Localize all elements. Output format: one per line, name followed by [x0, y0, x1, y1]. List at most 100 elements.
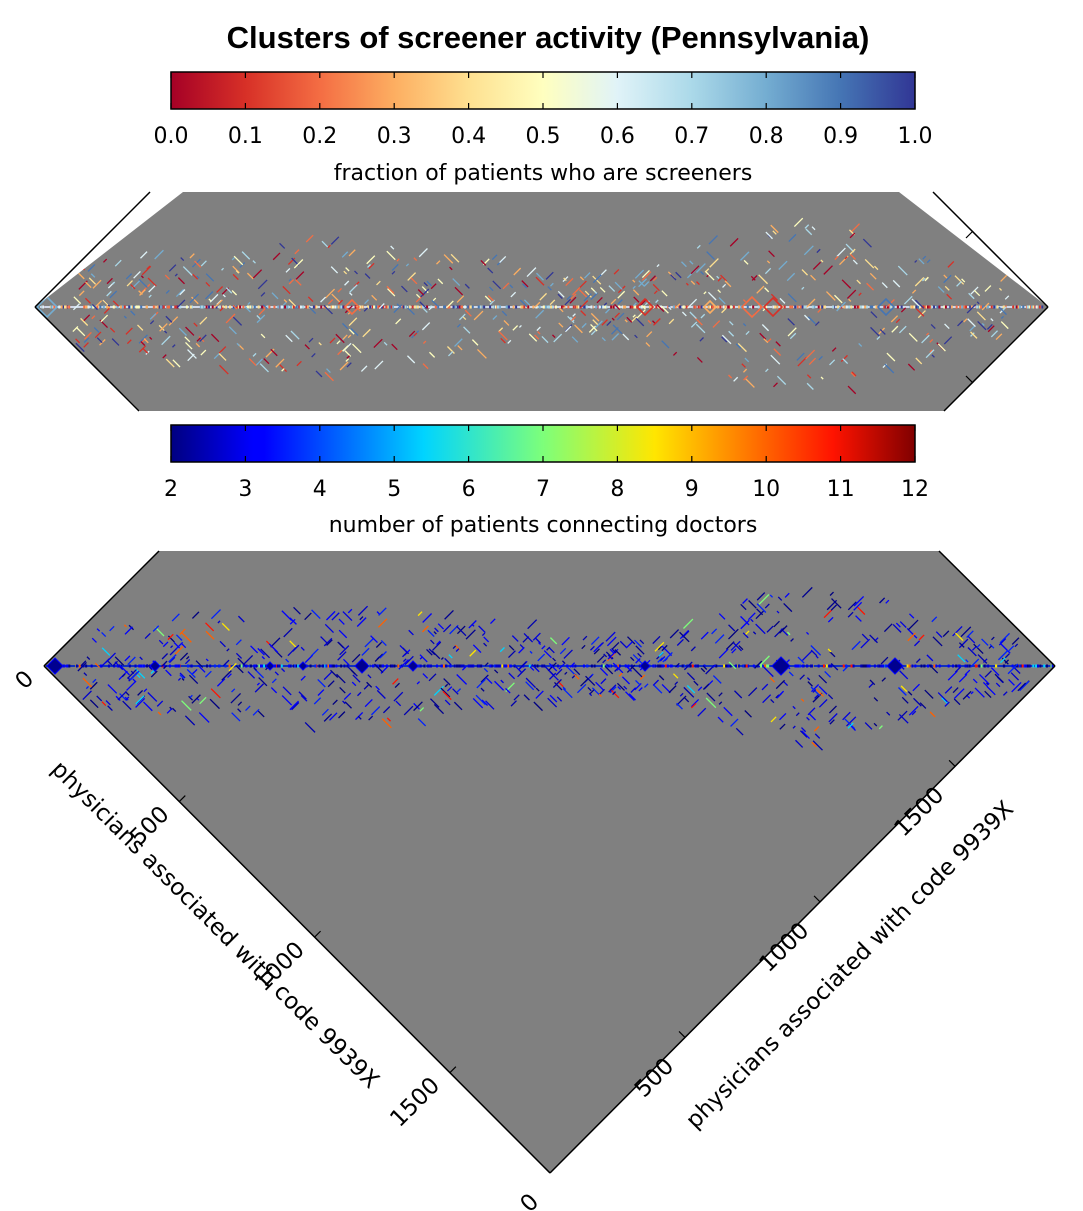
heatmap-2-cell	[288, 664, 291, 668]
heatmap-2-cell	[498, 664, 501, 668]
heatmap-1-cell	[304, 344, 310, 350]
heatmap-1-cell	[542, 305, 545, 309]
heatmap-1-cell	[668, 318, 675, 325]
heatmap-1-cell	[132, 305, 135, 309]
heatmap-1-cell	[853, 305, 856, 309]
heatmap-2-cell	[714, 634, 725, 644]
heatmap-1-cell	[990, 305, 993, 309]
left-axis-tick	[43, 659, 51, 667]
heatmap-1-cell	[282, 301, 287, 306]
heatmap-1-cell	[138, 278, 148, 289]
heatmap-2-cell	[135, 695, 145, 705]
heatmap-1-cell	[162, 305, 165, 309]
heatmap-1-cell	[611, 333, 620, 341]
heatmap-2-cell	[868, 683, 874, 688]
heatmap-1-cell	[170, 305, 173, 309]
heatmap-1-cell	[717, 277, 723, 282]
heatmap-1-cell	[632, 302, 637, 307]
heatmap-1-cell	[218, 353, 227, 361]
heatmap-1-cell	[811, 226, 816, 231]
heatmap-2-cell	[799, 674, 805, 680]
heatmap-2-cell	[966, 664, 969, 668]
heatmap-1-cell	[307, 296, 314, 303]
heatmap-1-cell	[956, 281, 962, 287]
heatmap-1-cell	[583, 305, 586, 309]
heatmap-2-cell	[621, 676, 631, 685]
heatmap-1-cell	[652, 283, 660, 292]
heatmap-2-cell	[416, 681, 421, 685]
heatmap-2-cluster	[265, 661, 275, 671]
heatmap-1-cell	[981, 322, 985, 326]
heatmap-1-cell	[834, 255, 839, 261]
heatmap-2-cell	[392, 678, 399, 685]
heatmap-2-cell	[109, 625, 115, 632]
heatmap-1-cell	[282, 285, 291, 295]
heatmap-1-cell	[551, 305, 554, 309]
heatmap-1-cell	[481, 305, 484, 309]
heatmap-1-cell	[928, 305, 931, 309]
heatmap-2-cell	[598, 693, 602, 697]
heatmap-1-cell	[672, 351, 678, 356]
heatmap-1-cell	[341, 251, 349, 258]
heatmap-2-cell	[231, 688, 236, 693]
heatmap-1-cell	[339, 361, 349, 371]
heatmap-2-cell	[926, 654, 934, 662]
heatmap-1-cell	[820, 376, 824, 380]
heatmap-1-cell	[443, 254, 454, 264]
heatmap-2-cell	[327, 664, 330, 668]
heatmap-2-cell	[582, 635, 588, 641]
heatmap-1-cell	[176, 299, 186, 308]
heatmap-1-cell	[831, 347, 837, 352]
heatmap-2-cell	[181, 643, 187, 649]
heatmap-2-cell	[431, 650, 441, 660]
heatmap-1-cell	[908, 332, 918, 342]
heatmap-2-cell	[654, 641, 665, 652]
heatmap-2-cell	[806, 631, 810, 635]
heatmap-2-cell	[732, 642, 742, 652]
heatmap-1-cell	[622, 305, 625, 309]
heatmap-2-cell	[611, 641, 620, 650]
heatmap-2-cell	[944, 686, 953, 694]
heatmap-2-cell	[342, 700, 346, 705]
heatmap-2-cell	[364, 698, 373, 708]
heatmap-2-cell	[879, 597, 886, 604]
heatmap-2-cell	[83, 672, 88, 677]
heatmap-2-cell	[89, 699, 99, 709]
heatmap-2-cell	[324, 664, 327, 668]
heatmap-2-cell	[476, 678, 486, 689]
heatmap-2-cell	[845, 664, 848, 668]
heatmap-2-cell	[864, 722, 873, 730]
heatmap-1-cell	[130, 310, 136, 316]
heatmap-1-cell	[656, 264, 660, 268]
heatmap-2-cell	[380, 639, 387, 646]
heatmap-2-cell	[600, 678, 607, 685]
heatmap-1-cell	[632, 289, 640, 296]
heatmap-2-cell	[343, 692, 352, 701]
heatmap-1-cell	[523, 299, 531, 306]
heatmap-1-cell	[342, 345, 349, 352]
heatmap-1-cell	[804, 224, 810, 229]
heatmap-2-cell	[456, 625, 466, 635]
heatmap-2-cell	[168, 654, 177, 663]
heatmap-2-cell	[919, 702, 927, 709]
heatmap-2-cell	[711, 628, 718, 635]
heatmap-2-cell	[157, 711, 162, 716]
heatmap-2-cell	[168, 664, 171, 668]
heatmap-1-cell	[632, 279, 636, 283]
heatmap-2-cell	[588, 692, 593, 697]
heatmap-2-cell	[408, 629, 414, 636]
heatmap-1-cell	[977, 320, 987, 331]
heatmap-2-cell	[580, 677, 589, 687]
heatmap-2-cell	[860, 664, 863, 668]
heatmap-2-cell	[462, 664, 465, 668]
heatmap-1-cell	[263, 358, 270, 365]
heatmap-1-cell	[612, 324, 623, 335]
heatmap-2-cell	[1018, 664, 1021, 668]
heatmap-2-cell	[181, 700, 192, 711]
heatmap-2-cell	[811, 664, 814, 668]
heatmap-2-cell	[980, 664, 983, 668]
heatmap-1-cell	[709, 258, 719, 268]
heatmap-1-cell	[914, 276, 925, 287]
heatmap-2-cell	[490, 664, 493, 668]
heatmap-1-cell	[849, 232, 856, 239]
